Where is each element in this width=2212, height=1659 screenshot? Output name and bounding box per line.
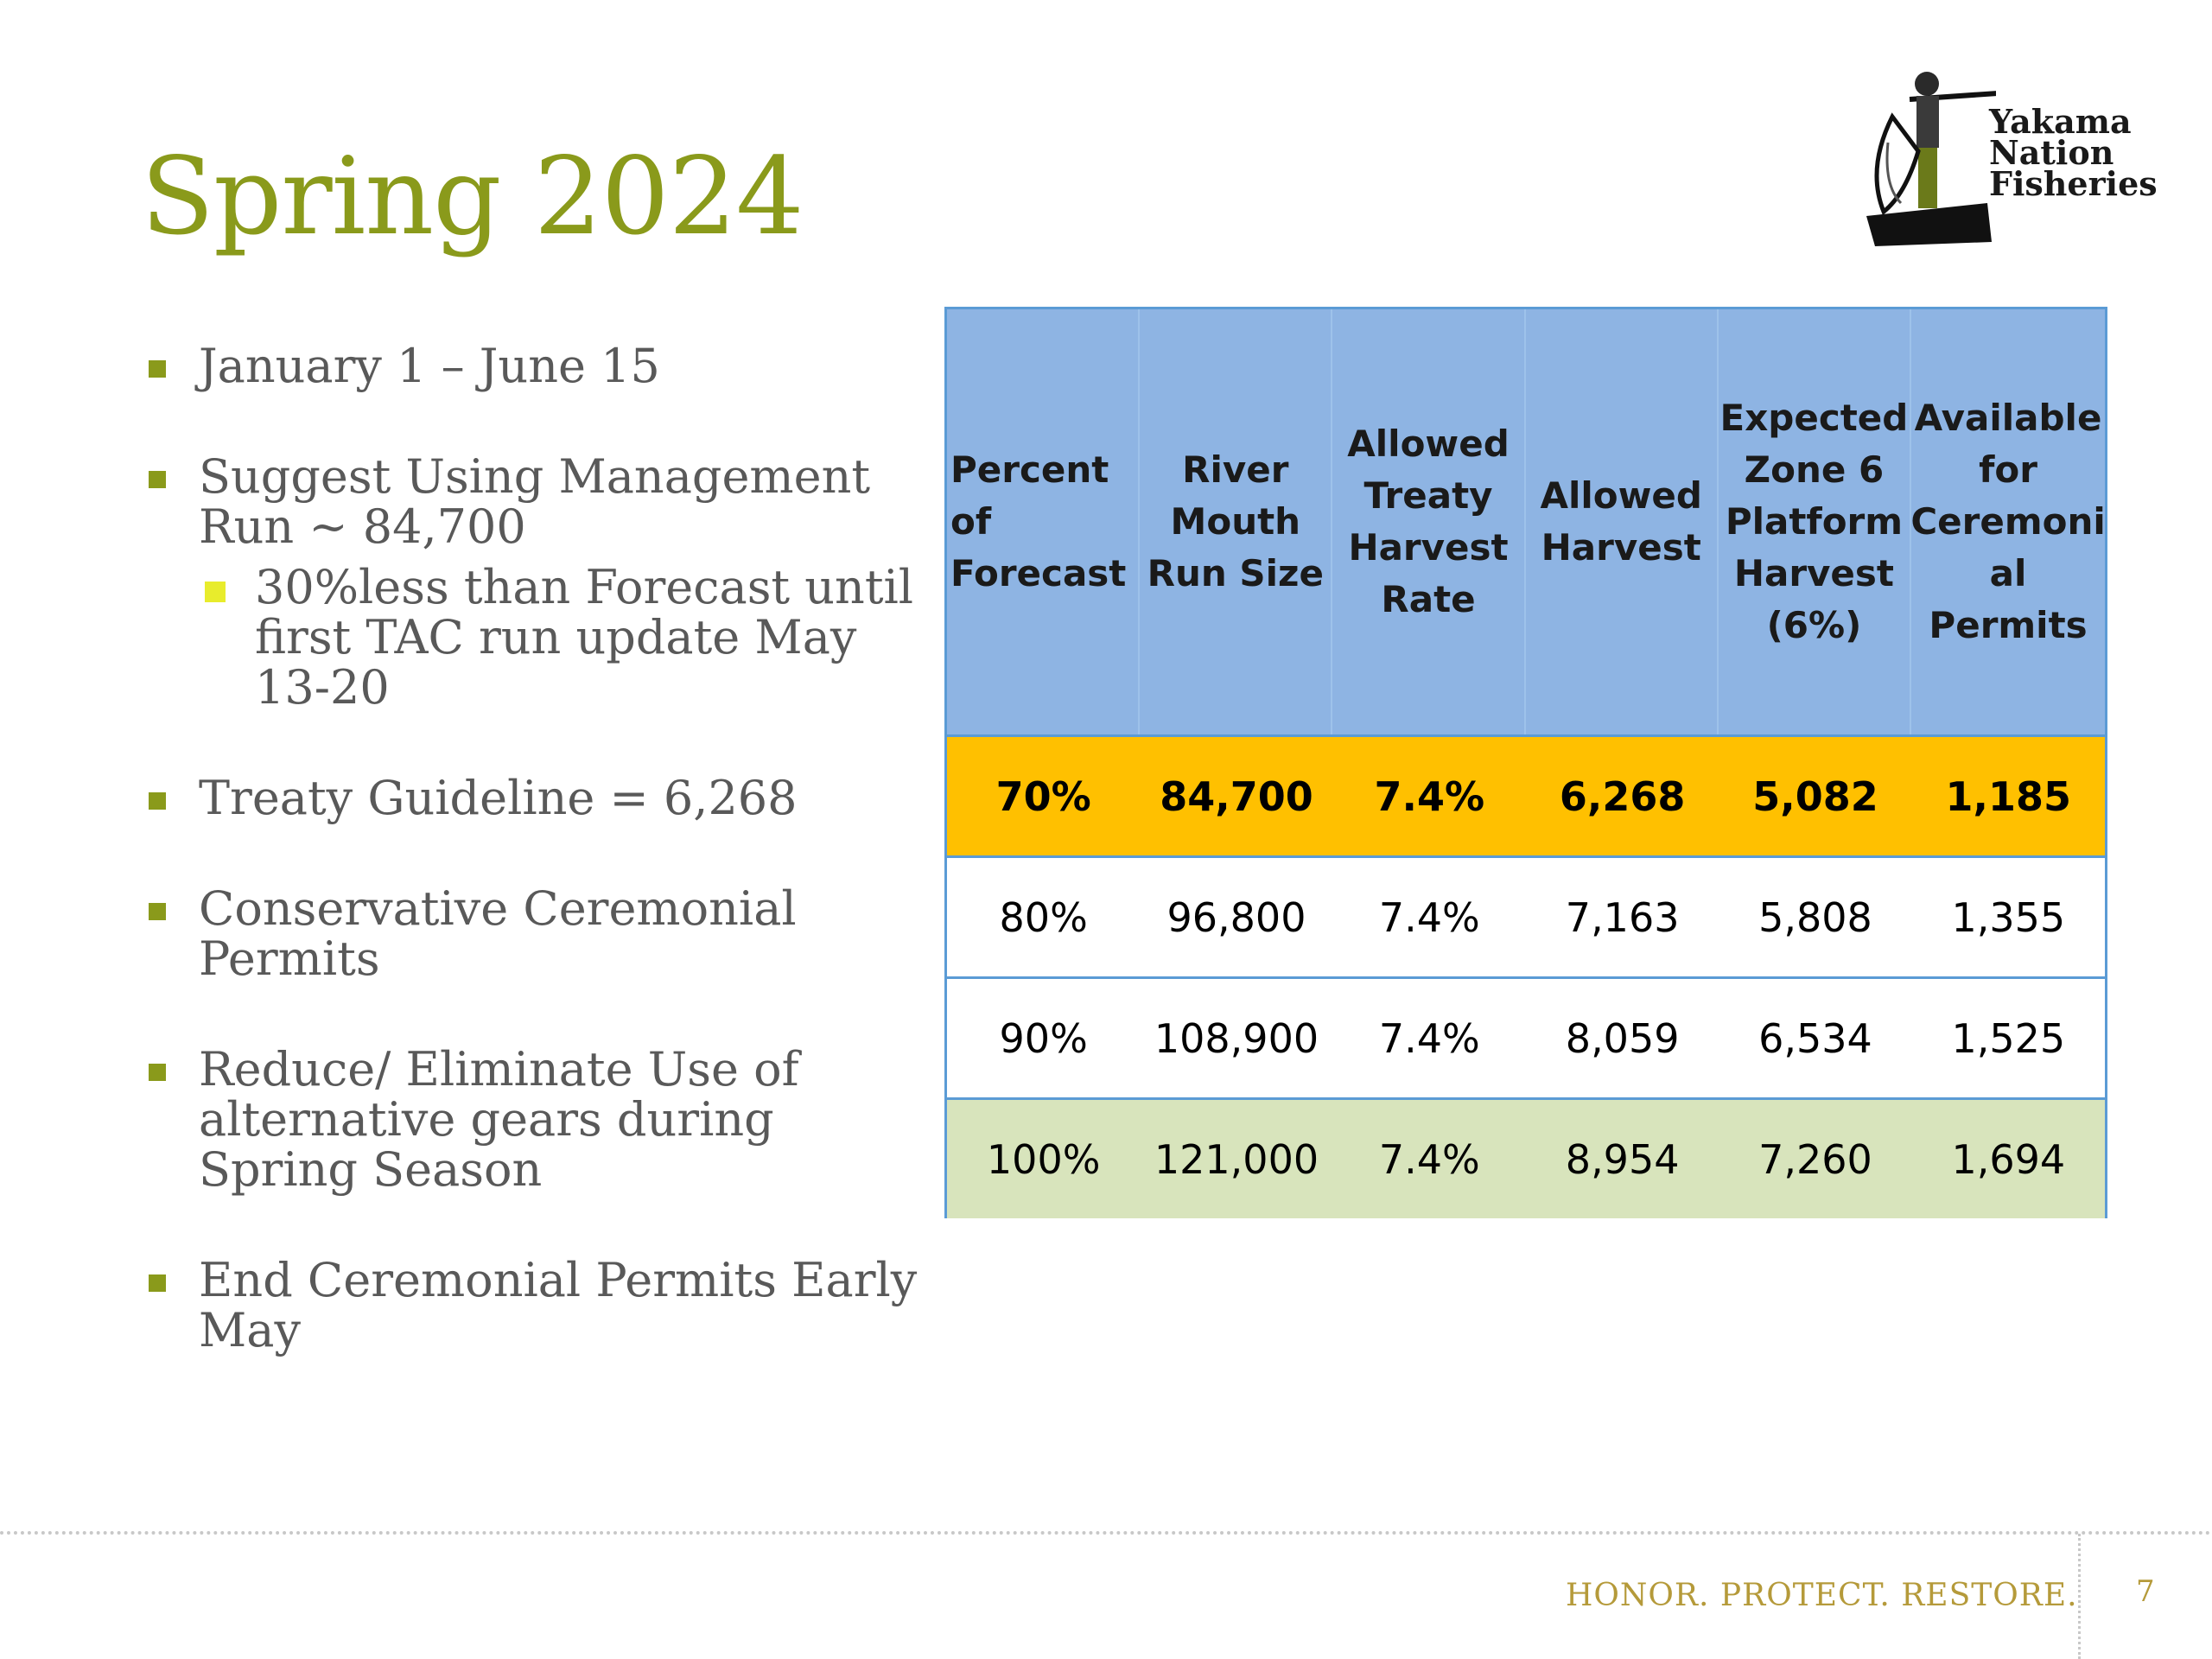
bullet-item: January 1 – June 15: [143, 341, 920, 391]
logo-text-line2: Nation: [1989, 133, 2114, 172]
column-header: River Mouth Run Size: [1140, 309, 1333, 734]
table-cell: 8,059: [1565, 1014, 1680, 1062]
column-header-line: Harvest: [1348, 526, 1509, 569]
footer-divider: [0, 1531, 2212, 1535]
square-bullet-icon: [149, 1064, 166, 1081]
column-header-line: Allowed: [1540, 474, 1702, 517]
table-cell: 7.4%: [1378, 1014, 1480, 1062]
column-header-line: Treaty: [1363, 474, 1493, 517]
footer-tagline: HONOR. PROTECT. RESTORE.: [1566, 1578, 2078, 1613]
table-cell: 7,260: [1758, 1135, 1872, 1183]
column-header-line: Forecast: [950, 552, 1127, 594]
square-bullet-icon: [149, 471, 166, 488]
footer-vertical-divider: [2078, 1534, 2081, 1659]
yakama-nation-fisheries-logo: Yakama Nation Fisheries: [1858, 65, 2160, 255]
table-cell: 100%: [986, 1135, 1101, 1183]
column-header-line: Run Size: [1147, 552, 1324, 594]
logo-text-line3: Fisheries: [1989, 164, 2158, 203]
sub-bullet-text: 30%less than Forecast until first TAC ru…: [255, 560, 914, 715]
table-cell: 7.4%: [1378, 893, 1480, 941]
table-cell: 121,000: [1154, 1135, 1319, 1183]
column-header: Expected Zone 6 Platform Harvest (6%): [1719, 309, 1912, 734]
bullet-item: End Ceremonial Permits Early May: [143, 1255, 920, 1356]
column-header-line: Mouth: [1170, 500, 1301, 543]
column-header-line: Platform: [1725, 500, 1904, 543]
column-header-line: Harvest: [1733, 552, 1894, 594]
square-bullet-icon: [149, 792, 166, 810]
column-header: Available for Ceremoni al Permits: [1910, 309, 2106, 734]
column-header-line: River: [1182, 448, 1289, 491]
column-header-line: al Permits: [1929, 552, 2088, 646]
table-cell: 84,700: [1160, 772, 1313, 820]
square-bullet-icon: [149, 1274, 166, 1292]
table-row: 80% 96,800 7.4% 7,163 5,808 1,355: [947, 855, 2105, 976]
square-bullet-icon: [149, 903, 166, 920]
column-header-line: Expected: [1719, 397, 1909, 439]
bullet-list: January 1 – June 15 Suggest Using Manage…: [143, 341, 920, 1356]
table-cell: 1,185: [1945, 772, 2072, 820]
bullet-text: Reduce/ Eliminate Use of alternative gea…: [199, 1042, 799, 1197]
square-bullet-icon: [149, 360, 166, 378]
column-header: Allowed Treaty Harvest Rate: [1332, 309, 1526, 734]
column-header-line: Percent of: [950, 448, 1109, 543]
table-cell: 96,800: [1166, 893, 1306, 941]
table-header-row: Percent of Forecast River Mouth Run Size Allo…: [947, 309, 2106, 734]
column-header-line: Ceremoni: [1910, 500, 2106, 543]
table-cell: 7.4%: [1378, 1135, 1480, 1183]
page-number: 7: [2136, 1574, 2155, 1609]
square-sub-bullet-icon: [205, 582, 226, 602]
table-cell: 80%: [999, 893, 1088, 941]
column-header-line: Allowed: [1347, 423, 1510, 465]
slide-title: Spring 2024: [141, 135, 804, 259]
table-cell: 108,900: [1154, 1014, 1319, 1062]
table-cell: 1,694: [1951, 1135, 2066, 1183]
column-header-line: Available: [1914, 397, 2102, 439]
table-cell: 7,163: [1565, 893, 1680, 941]
fisherman-icon: [1866, 72, 1996, 246]
table-row: 100% 121,000 7.4% 8,954 7,260 1,694: [947, 1097, 2105, 1218]
table-cell: 7.4%: [1374, 772, 1485, 820]
column-header-line: (6%): [1766, 604, 1862, 646]
bullet-item: Reduce/ Eliminate Use of alternative gea…: [143, 1045, 920, 1195]
logo-text-line1: Yakama: [1989, 102, 2132, 141]
table-row: 90% 108,900 7.4% 8,059 6,534 1,525: [947, 976, 2105, 1097]
table-cell: 70%: [995, 772, 1091, 820]
bullet-text: Suggest Using Management Run ~ 84,700: [199, 449, 871, 554]
bullet-item: Suggest Using Management Run ~ 84,700: [143, 452, 920, 552]
column-header: Percent of Forecast: [947, 309, 1141, 734]
table-cell: 5,082: [1752, 772, 1878, 820]
bullet-text: Treaty Guideline = 6,268: [199, 771, 798, 825]
table-cell: 1,355: [1951, 893, 2066, 941]
table-cell: 6,534: [1758, 1014, 1872, 1062]
bullet-text: End Ceremonial Permits Early May: [199, 1253, 918, 1357]
column-header-line: Zone 6: [1744, 448, 1885, 491]
table-cell: 5,808: [1758, 893, 1872, 941]
table-cell: 8,954: [1565, 1135, 1680, 1183]
column-header: Allowed Harvest: [1526, 309, 1719, 734]
column-header-line: Harvest: [1541, 526, 1701, 569]
table-cell: 6,268: [1559, 772, 1686, 820]
bullet-text: January 1 – June 15: [199, 339, 660, 393]
bullet-item: Conservative Ceremonial Permits: [143, 884, 920, 984]
table-cell: 90%: [999, 1014, 1088, 1062]
bullet-item: Treaty Guideline = 6,268: [143, 773, 920, 823]
harvest-table: Percent of Forecast River Mouth Run Size Allo…: [944, 307, 2107, 1218]
bullet-text: Conservative Ceremonial Permits: [199, 881, 797, 986]
column-header-line: Rate: [1381, 578, 1476, 620]
column-header-line: for: [1979, 448, 2037, 491]
sub-bullet-item: 30%less than Forecast until first TAC ru…: [143, 563, 920, 713]
table-cell: 1,525: [1951, 1014, 2066, 1062]
table-row: 70% 84,700 7.4% 6,268 5,082 1,185: [947, 734, 2105, 855]
